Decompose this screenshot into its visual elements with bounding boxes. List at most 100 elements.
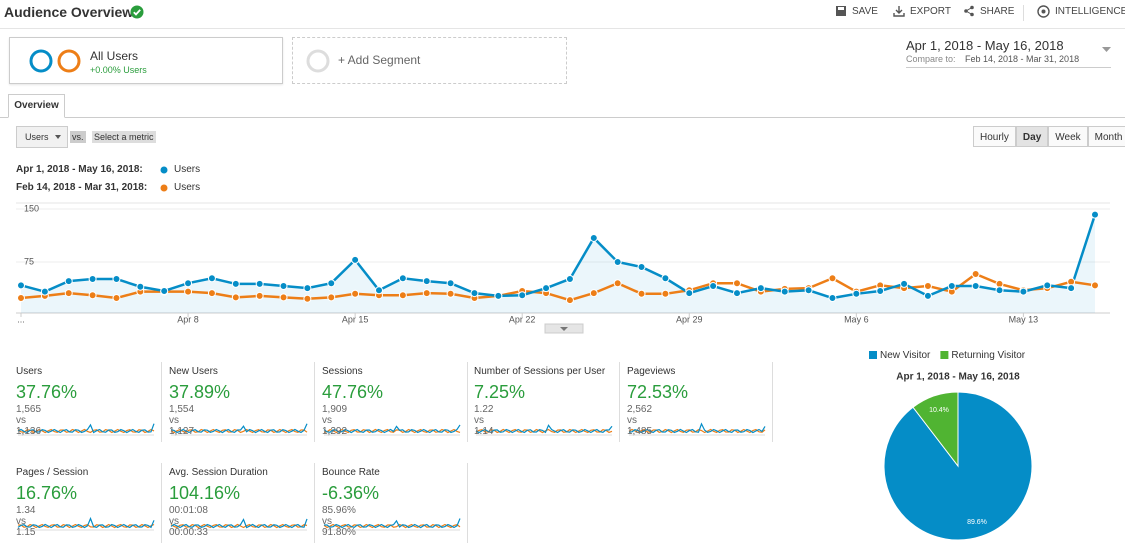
point [661, 274, 670, 283]
point [876, 286, 885, 295]
card-divider [467, 463, 468, 543]
card-divider [161, 362, 162, 442]
intelligence-button[interactable]: INTELLIGENCE [1037, 5, 1125, 18]
metric-comparison: 85.96% vs 91.80% [322, 505, 356, 538]
line [20, 214, 1097, 300]
verified-icon [130, 5, 144, 19]
point [804, 286, 813, 295]
x-tick-label: Apr 22 [509, 314, 536, 324]
sparkline [475, 424, 613, 434]
granularity-group: Hourly Day Week Month [973, 126, 1125, 147]
point [828, 294, 837, 303]
point [971, 270, 980, 279]
action-label: EXPORT [910, 5, 951, 17]
point [88, 274, 97, 283]
export-button[interactable]: EXPORT [893, 5, 951, 17]
card-divider [161, 463, 162, 543]
point [303, 284, 312, 293]
vs-label: vs. [70, 131, 86, 143]
point [88, 291, 97, 300]
share-button[interactable]: SHARE [963, 5, 1014, 17]
granularity-button[interactable]: Month [1087, 126, 1125, 147]
legend-label: Users [174, 164, 201, 175]
point [279, 282, 288, 291]
point [160, 286, 169, 295]
metric-comparison: 1,909 vs 1,292 [322, 404, 348, 437]
secondary-metric[interactable]: Select a metric [92, 131, 156, 143]
point [255, 291, 264, 300]
legend-label: Users [174, 182, 201, 193]
point [17, 281, 25, 290]
granularity-button[interactable]: Hourly [973, 126, 1016, 147]
point [589, 289, 598, 298]
legend-dot [160, 166, 168, 174]
sparkline [170, 518, 308, 529]
date-picker[interactable]: Apr 1, 2018 - May 16, 2018 Compare to: F… [906, 37, 1111, 68]
page-title: Audience Overview [4, 4, 134, 20]
save-button[interactable]: SAVE [835, 5, 878, 17]
segment-name: All Users [90, 49, 139, 63]
point [733, 289, 741, 298]
point [494, 291, 503, 300]
metric-name: Bounce Rate [322, 467, 380, 478]
point [64, 277, 73, 286]
point [518, 291, 527, 300]
card-divider [314, 362, 315, 442]
add-segment[interactable]: + Add Segment [292, 37, 567, 84]
legend-swatch [869, 351, 877, 359]
tab-divider [0, 117, 1125, 118]
metric-change: 104.16% [169, 483, 241, 503]
metric-name: Pageviews [627, 366, 676, 377]
sparkline [628, 422, 766, 434]
pie-slice [912, 391, 959, 468]
y-tick-label: 75 [24, 256, 34, 266]
point [709, 282, 718, 291]
segment-card[interactable]: All Users +0.00% Users [9, 37, 283, 84]
x-tick-label: May 13 [1009, 314, 1039, 324]
add-icon [306, 49, 330, 73]
metric-comparison: 2,562 vs 1,485 [627, 404, 653, 437]
action-label: INTELLIGENCE [1055, 6, 1125, 17]
metric-name: Sessions [322, 366, 363, 377]
legend-period: Apr 1, 2018 - May 16, 2018: [16, 164, 143, 175]
action-label: SHARE [980, 5, 1015, 17]
top-bar: Audience Overview SAVE EXPORT SHARE INTE… [0, 0, 1125, 29]
legend-swatch [940, 351, 949, 359]
point [1091, 281, 1099, 290]
x-tick-label: Apr 15 [342, 314, 369, 324]
tab-overview[interactable]: Overview [8, 94, 65, 118]
sparkline [17, 516, 155, 529]
granularity-button[interactable]: Week [1048, 126, 1088, 147]
line [20, 272, 1096, 302]
metric-change: 37.89% [169, 382, 231, 402]
dropdown-arrow [1102, 47, 1111, 52]
point [780, 287, 789, 296]
point [303, 294, 312, 303]
metric-name: New Users [169, 366, 218, 377]
add-segment-label: + Add Segment [338, 53, 421, 67]
point [351, 255, 360, 264]
metric-change: -6.36% [322, 483, 380, 503]
point [565, 274, 574, 283]
point [17, 294, 25, 303]
sparkline [628, 428, 766, 434]
granularity-button[interactable]: Day [1015, 126, 1049, 147]
metric-comparison: 1,565 vs 1,136 [16, 404, 42, 437]
metric-select[interactable]: Users [16, 126, 68, 148]
point [136, 282, 145, 291]
chart-handle-arrow [560, 327, 568, 331]
sparkline [170, 423, 308, 434]
sparkline [170, 428, 308, 434]
metric-name: Avg. Session Duration [169, 467, 268, 478]
point [756, 284, 765, 293]
point [733, 279, 741, 288]
point [207, 289, 216, 298]
point [542, 284, 551, 293]
point [398, 274, 407, 283]
point [900, 279, 909, 288]
slice-label: 89.6% [967, 519, 987, 526]
point [685, 289, 694, 298]
metric-comparison: 00:01:08 vs 00:00:33 [169, 505, 208, 538]
slice-label: 10.4% [929, 407, 949, 414]
